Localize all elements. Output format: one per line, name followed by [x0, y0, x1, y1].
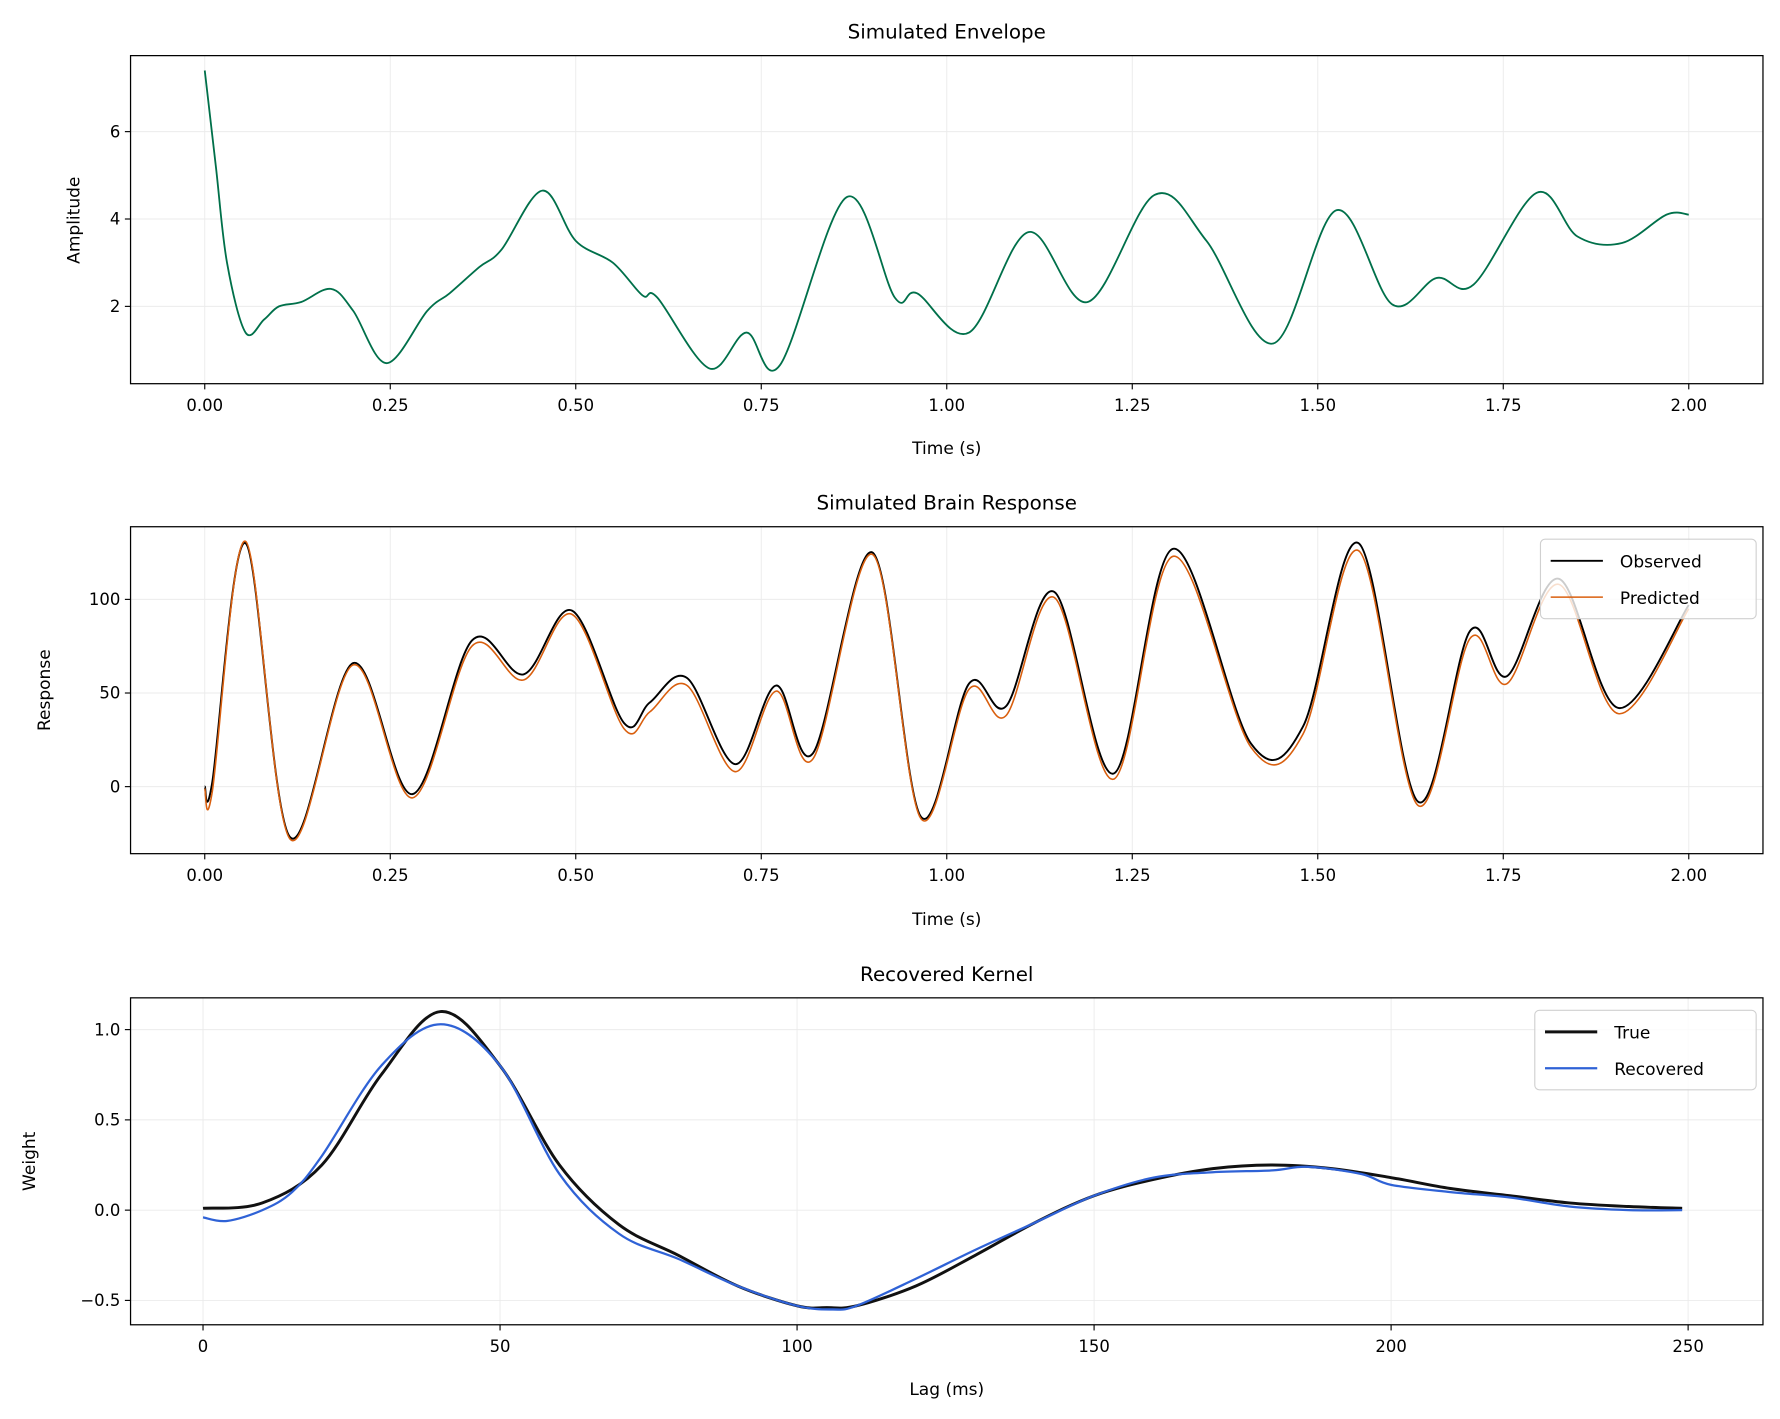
legend-label: Recovered — [1614, 1060, 1704, 1080]
series-line-true — [202, 1010, 1683, 1310]
y-tick-label: 100 — [89, 590, 120, 609]
x-tick-label: 2.00 — [1670, 396, 1707, 415]
y-axis-label: Amplitude — [64, 177, 84, 264]
x-axis-label: Time (s) — [911, 910, 981, 930]
legend: True Recovered — [1534, 1009, 1757, 1091]
x-tick-label: 0.00 — [186, 866, 223, 885]
x-tick-label: 1.00 — [928, 866, 965, 885]
y-tick-label: 6 — [110, 122, 120, 141]
y-tick-label: 0 — [110, 777, 120, 796]
x-tick-label: 0.25 — [372, 396, 409, 415]
legend-label: Predicted — [1620, 589, 1700, 609]
x-tick-label: 150 — [1078, 1337, 1109, 1356]
y-tick-label: 4 — [110, 210, 120, 229]
x-tick-label: 250 — [1672, 1337, 1703, 1356]
y-tick-label: 0.5 — [94, 1111, 120, 1130]
x-tick-label: 0.50 — [557, 396, 594, 415]
x-tick-label: 1.75 — [1485, 396, 1522, 415]
response-panel: Simulated Brain Response Time (s) Respon… — [35, 492, 1764, 930]
x-tick-label: 100 — [781, 1337, 812, 1356]
y-tick-label: 2 — [110, 297, 120, 316]
x-tick-label: 1.50 — [1299, 866, 1336, 885]
x-tick-label: 1.50 — [1299, 396, 1336, 415]
y-tick-label: 0.0 — [94, 1201, 120, 1220]
plot-frame — [129, 55, 1764, 385]
x-tick-label: 0.50 — [557, 866, 594, 885]
x-tick-label: 0 — [198, 1337, 208, 1356]
y-axis-label: Weight — [20, 1131, 40, 1191]
chart-title: Simulated Brain Response — [817, 492, 1077, 515]
x-tick-label: 200 — [1375, 1337, 1406, 1356]
chart-title: Simulated Envelope — [848, 21, 1046, 44]
envelope-panel: Simulated Envelope Time (s) Amplitude 0.… — [64, 21, 1764, 459]
legend-label: True — [1613, 1024, 1650, 1044]
x-tick-label: 1.25 — [1114, 396, 1151, 415]
x-tick-label: 1.25 — [1114, 866, 1151, 885]
legend-box — [1534, 1009, 1757, 1091]
series-line-recovered — [202, 1023, 1683, 1311]
legend: Observed Predicted — [1539, 538, 1757, 620]
x-tick-label: 2.00 — [1670, 866, 1707, 885]
x-tick-label: 0.75 — [743, 866, 780, 885]
series-line-envelope — [203, 70, 1689, 372]
x-tick-label: 0.25 — [372, 866, 409, 885]
kernel-panel: Recovered Kernel Lag (ms) Weight 0 50 100 1… — [20, 963, 1764, 1400]
x-tick-label: 0.00 — [186, 396, 223, 415]
x-axis-label: Time (s) — [911, 439, 981, 459]
x-tick-label: 1.00 — [928, 396, 965, 415]
legend-label: Observed — [1620, 553, 1702, 573]
x-axis-label: Lag (ms) — [909, 1380, 984, 1400]
series-line-predicted — [203, 540, 1690, 842]
legend-box — [1539, 538, 1757, 620]
y-axis-label: Response — [35, 649, 55, 731]
x-tick-label: 1.75 — [1485, 866, 1522, 885]
y-tick-label: −0.5 — [80, 1291, 120, 1310]
y-tick-label: 1.0 — [94, 1020, 120, 1039]
plot-frame — [129, 997, 1764, 1326]
plot-frame — [129, 526, 1764, 855]
x-tick-label: 0.75 — [743, 396, 780, 415]
chart-title: Recovered Kernel — [860, 963, 1033, 986]
y-tick-label: 50 — [99, 684, 120, 703]
x-tick-label: 50 — [490, 1337, 511, 1356]
